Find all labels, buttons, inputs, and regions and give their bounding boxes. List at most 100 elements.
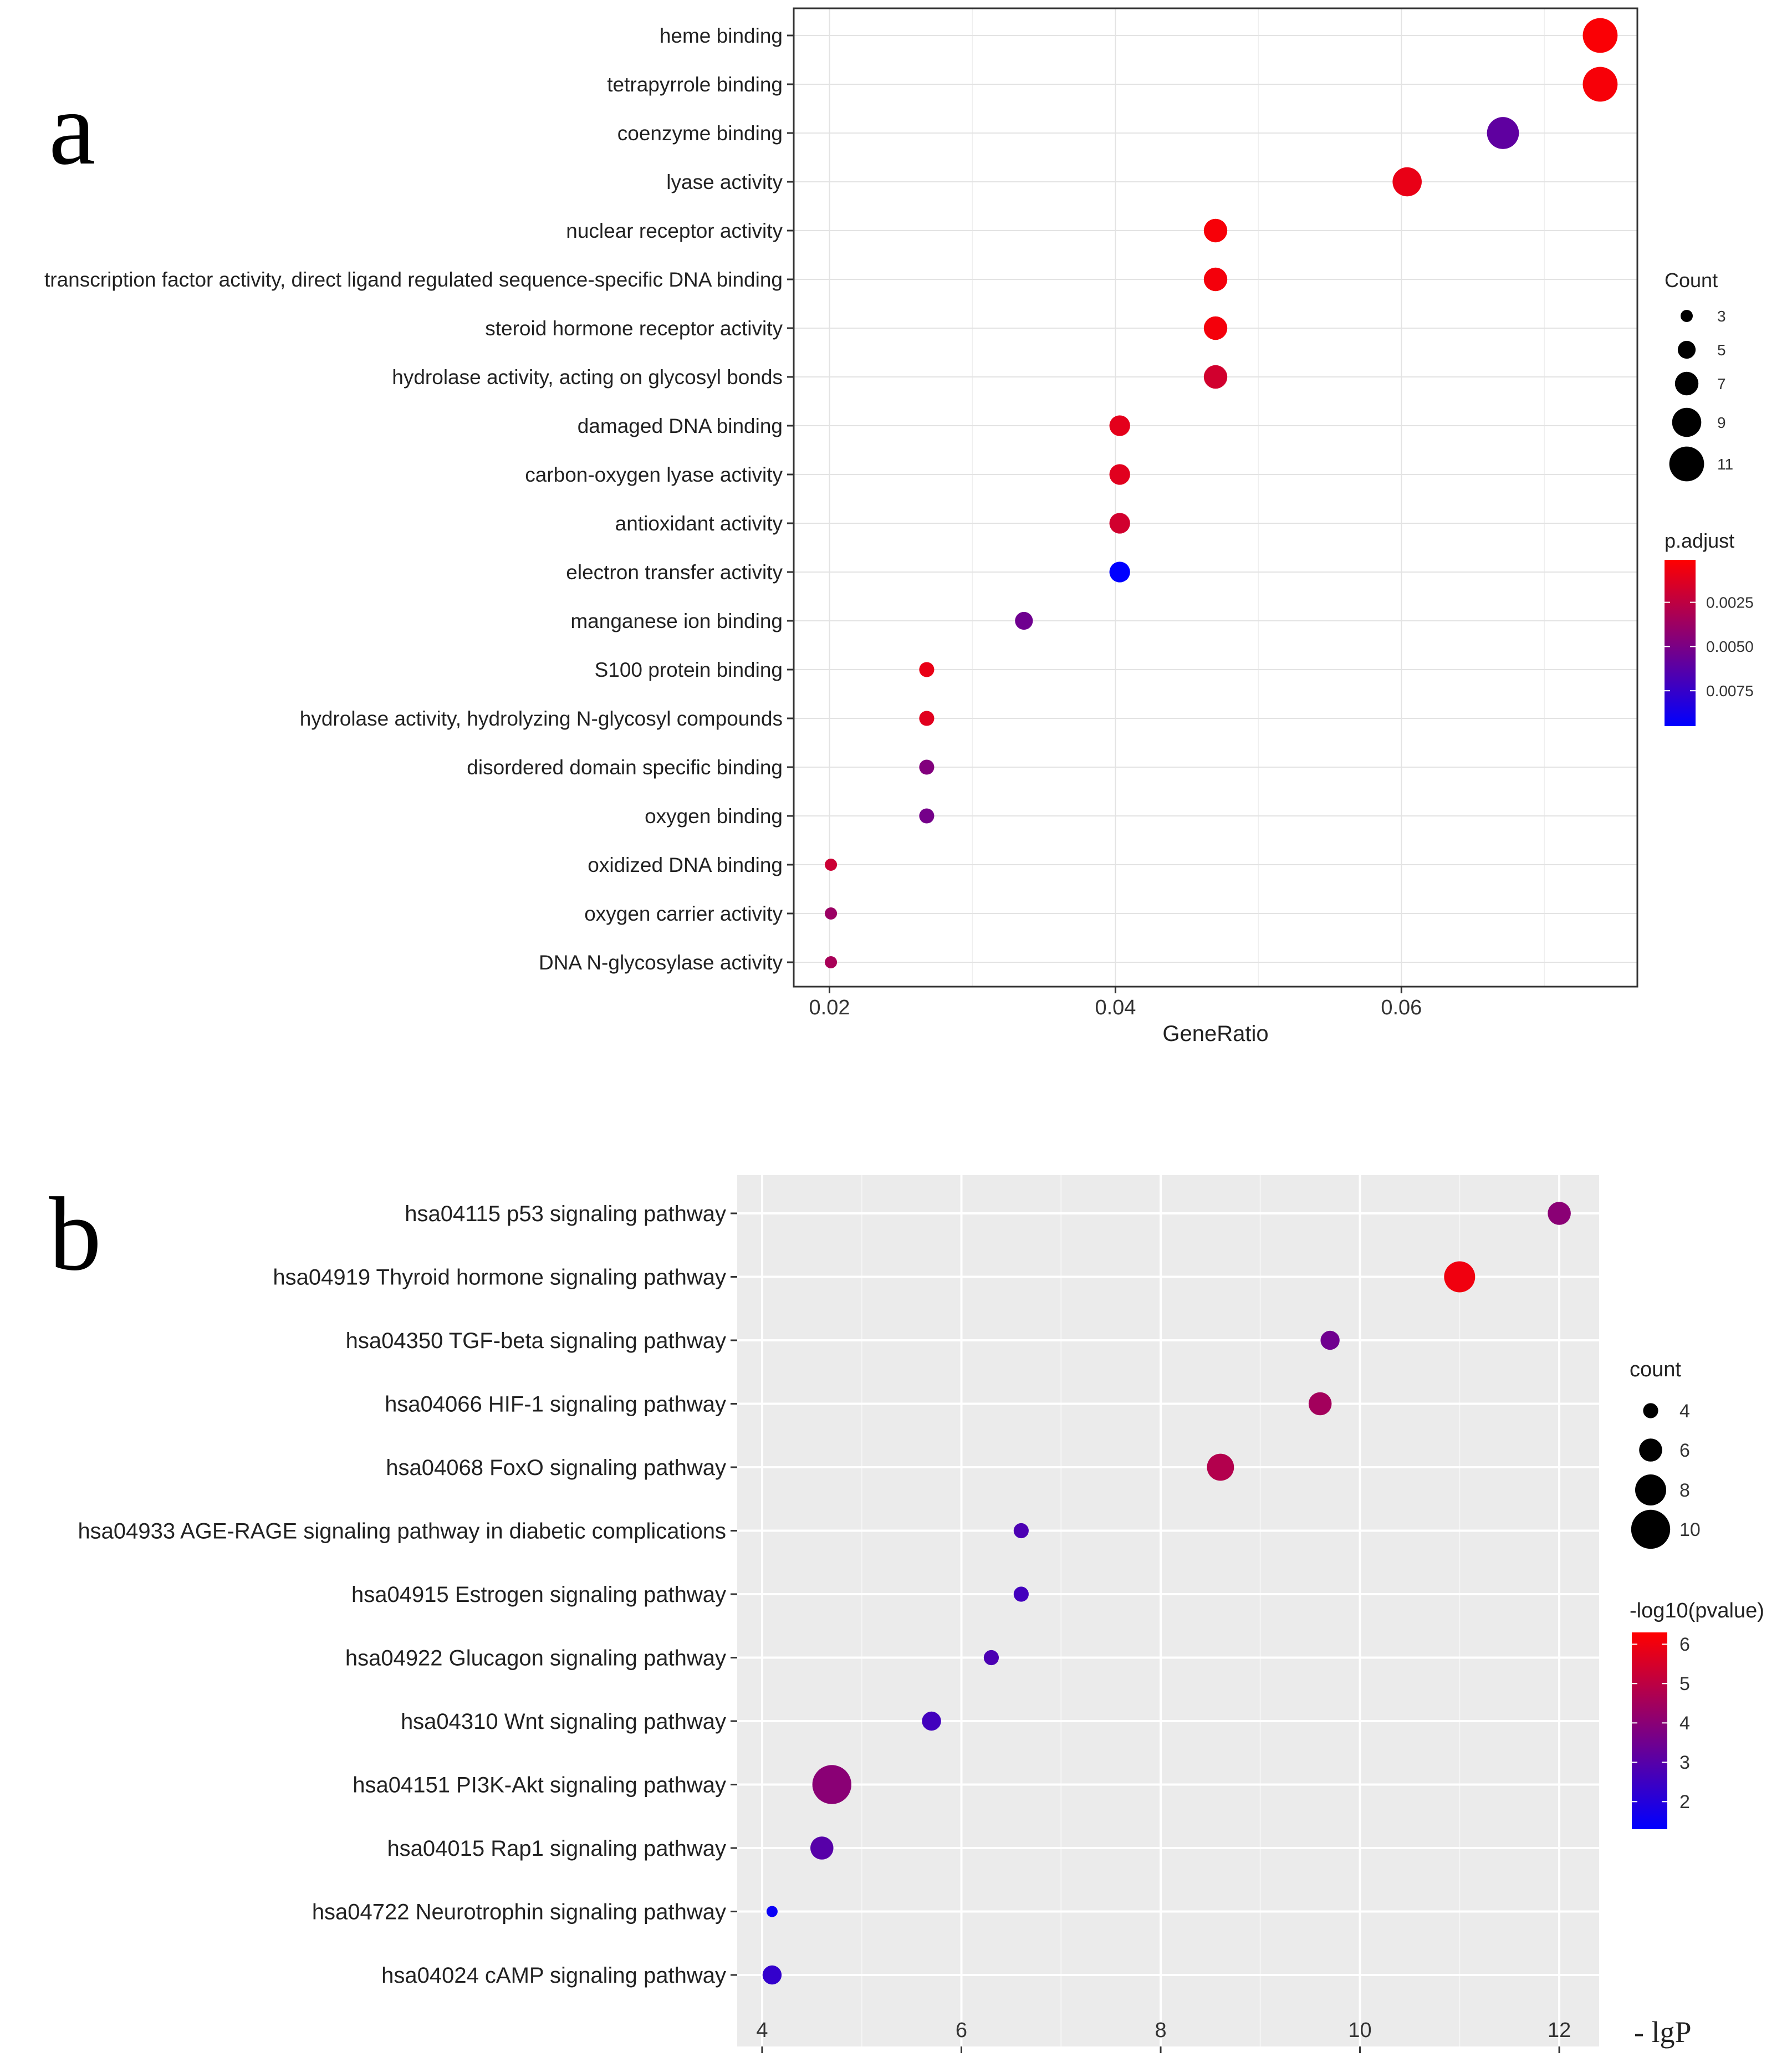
panel-a-x-tick-label: 0.02 [809, 996, 850, 1019]
panel-b-colorbar-label: 6 [1679, 1634, 1690, 1655]
panel-a-point [1109, 464, 1130, 485]
panel-a-category-label: damaged DNA binding [578, 415, 783, 437]
panel-b-point [983, 1650, 999, 1666]
panel-b-point [1013, 1523, 1029, 1539]
panel-b-category-label: hsa04722 Neurotrophin signaling pathway [312, 1900, 726, 1925]
panel-a-point [919, 662, 935, 677]
panel-b-category-label: hsa04115 p53 signaling pathway [405, 1202, 726, 1226]
panel-a-point [1203, 267, 1228, 292]
panel-a-size-legend-key [1677, 340, 1696, 359]
panel-b-point [922, 1711, 941, 1731]
panel-b-category-label: hsa04024 cAMP signaling pathway [381, 1963, 726, 1988]
panel-b-category-label: hsa04915 Estrogen signaling pathway [351, 1583, 726, 1607]
panel-b-size-legend-label: 8 [1679, 1480, 1690, 1501]
panel-a-category-label: coenzyme binding [617, 122, 783, 145]
panel-a-size-legend-key [1669, 446, 1704, 482]
panel-a-category-label: steroid hormone receptor activity [485, 317, 783, 340]
panel-b-x-tick-label: 10 [1348, 2019, 1371, 2042]
panel-a-plot-area [794, 8, 1637, 987]
panel-b-category-label: hsa04922 Glucagon signaling pathway [345, 1646, 726, 1671]
panel-a-category-label: electron transfer activity [566, 561, 783, 584]
panel-a-point [919, 711, 935, 726]
panel-a-category-label: oxygen carrier activity [584, 902, 783, 925]
panel-a-size-legend-label: 7 [1717, 375, 1726, 392]
panel-a-color-legend-title: p.adjust [1665, 529, 1734, 552]
panel-b-category-label: hsa04015 Rap1 signaling pathway [387, 1836, 726, 1861]
panel-a-point [1392, 167, 1422, 197]
panel-b-category-label: hsa04151 PI3K-Akt signaling pathway [353, 1773, 726, 1798]
panel-b-size-legend-key [1635, 1474, 1666, 1505]
panel-b-point [762, 1965, 782, 1985]
panel-a-category-label: nuclear receptor activity [566, 220, 783, 242]
panel-a-category-label: antioxidant activity [615, 512, 783, 535]
panel-b-point [1444, 1261, 1476, 1293]
panel-a-point [1582, 67, 1618, 102]
panel-b-points [762, 1202, 1571, 1985]
panel-a-size-legend-label: 3 [1717, 308, 1726, 325]
panel-b-x-ticks: 4 6 8 10 12 [756, 2019, 1571, 2053]
panel-a-point [825, 859, 838, 871]
panel-a-point [919, 808, 935, 824]
panel-b-point [810, 1836, 834, 1860]
panel-a-colorbar-label: 0.0075 [1706, 682, 1754, 700]
panel-b-colorbar [1632, 1632, 1667, 1829]
panel-b-x-tick-label: 4 [756, 2019, 768, 2042]
panel-a-letter: a [49, 70, 95, 187]
panel-b-size-legend: count 4 6 8 10 [1630, 1358, 1701, 1549]
panel-a-category-label: carbon-oxygen lyase activity [525, 463, 783, 486]
panel-b-size-legend-title: count [1630, 1358, 1681, 1381]
panel-b-category-label: hsa04310 Wnt signaling pathway [401, 1709, 726, 1734]
panel-a-colorbar [1665, 560, 1696, 726]
panel-b-size-legend-label: 6 [1679, 1440, 1690, 1461]
panel-b-color-legend: -log10(pvalue) 2 3 4 5 6 [1630, 1599, 1764, 1829]
panel-b-letter: b [49, 1176, 101, 1293]
panel-a-colorbar-label: 0.0025 [1706, 594, 1754, 611]
panel-b-point [1013, 1586, 1029, 1602]
panel-a-x-tick-label: 0.04 [1095, 996, 1136, 1019]
panel-a-size-legend-label: 9 [1717, 414, 1726, 431]
panel-a-point [1109, 415, 1130, 436]
panel-b-point [1207, 1453, 1234, 1481]
panel-a-points [825, 18, 1618, 968]
panel-a-point [1109, 562, 1130, 583]
panel-a-category-label: disordered domain specific binding [467, 756, 783, 779]
panel-b-size-legend-key [1639, 1438, 1662, 1462]
panel-a-size-legend-key [1674, 371, 1699, 396]
panel-a-point [1203, 365, 1228, 389]
panel-a-plot-border [793, 7, 1638, 988]
panel-a-category-label: DNA N-glycosylase activity [539, 951, 783, 974]
panel-b-category-label: hsa04919 Thyroid hormone signaling pathw… [273, 1265, 726, 1290]
panel-b-colorbar-label: 3 [1679, 1752, 1690, 1773]
panel-b-point [812, 1765, 851, 1804]
panel-a-point [1203, 316, 1228, 340]
panel-a-colorbar-label: 0.0050 [1706, 638, 1754, 655]
panel-a-category-label: hydrolase activity, acting on glycosyl b… [392, 366, 783, 389]
panel-b-x-tick-label: 6 [956, 2019, 967, 2042]
panel-b-colorbar-label: 5 [1679, 1673, 1690, 1694]
panel-a-point [919, 759, 935, 775]
panel-a-size-legend-title: Count [1665, 269, 1718, 292]
panel-b-x-axis-label: - lgP [1634, 2015, 1692, 2049]
panel-b-x-tick-label: 12 [1548, 2019, 1571, 2042]
panel-a-point [1015, 611, 1033, 630]
panel-b-size-legend-key [1643, 1403, 1658, 1418]
panel-a-point [1203, 218, 1228, 243]
panel-a-size-legend: Count 3 5 7 9 11 [1665, 269, 1733, 482]
panel-a-category-label: oxidized DNA binding [588, 854, 783, 876]
panel-b-category-label: hsa04933 AGE-RAGE signaling pathway in d… [78, 1519, 726, 1544]
panel-b-color-legend-title: -log10(pvalue) [1630, 1599, 1764, 1622]
panel-a-category-label: lyase activity [666, 171, 783, 193]
panel-a-x-ticks: 0.02 0.04 0.06 [809, 987, 1422, 1019]
panel-a-category-labels: heme binding tetrapyrrole binding coenzyme… [44, 24, 794, 974]
panel-a-size-legend-key [1681, 310, 1693, 322]
panel-a-x-axis-label: GeneRatio [1162, 1022, 1268, 1046]
panel-b-size-legend-label: 4 [1679, 1401, 1690, 1422]
panel-a-point [1109, 513, 1130, 534]
panel-a-point [1487, 117, 1519, 149]
panel-a-size-legend-key [1672, 407, 1702, 437]
panel-a-color-legend: p.adjust 0.0025 0.0050 0.0075 [1665, 529, 1754, 726]
panel-a-category-label: hydrolase activity, hydrolyzing N-glycos… [300, 707, 783, 730]
panel-a-category-label: transcription factor activity, direct li… [44, 268, 783, 291]
panel-a-category-label: oxygen binding [645, 805, 783, 828]
panel-b-colorbar-label: 4 [1679, 1713, 1690, 1734]
